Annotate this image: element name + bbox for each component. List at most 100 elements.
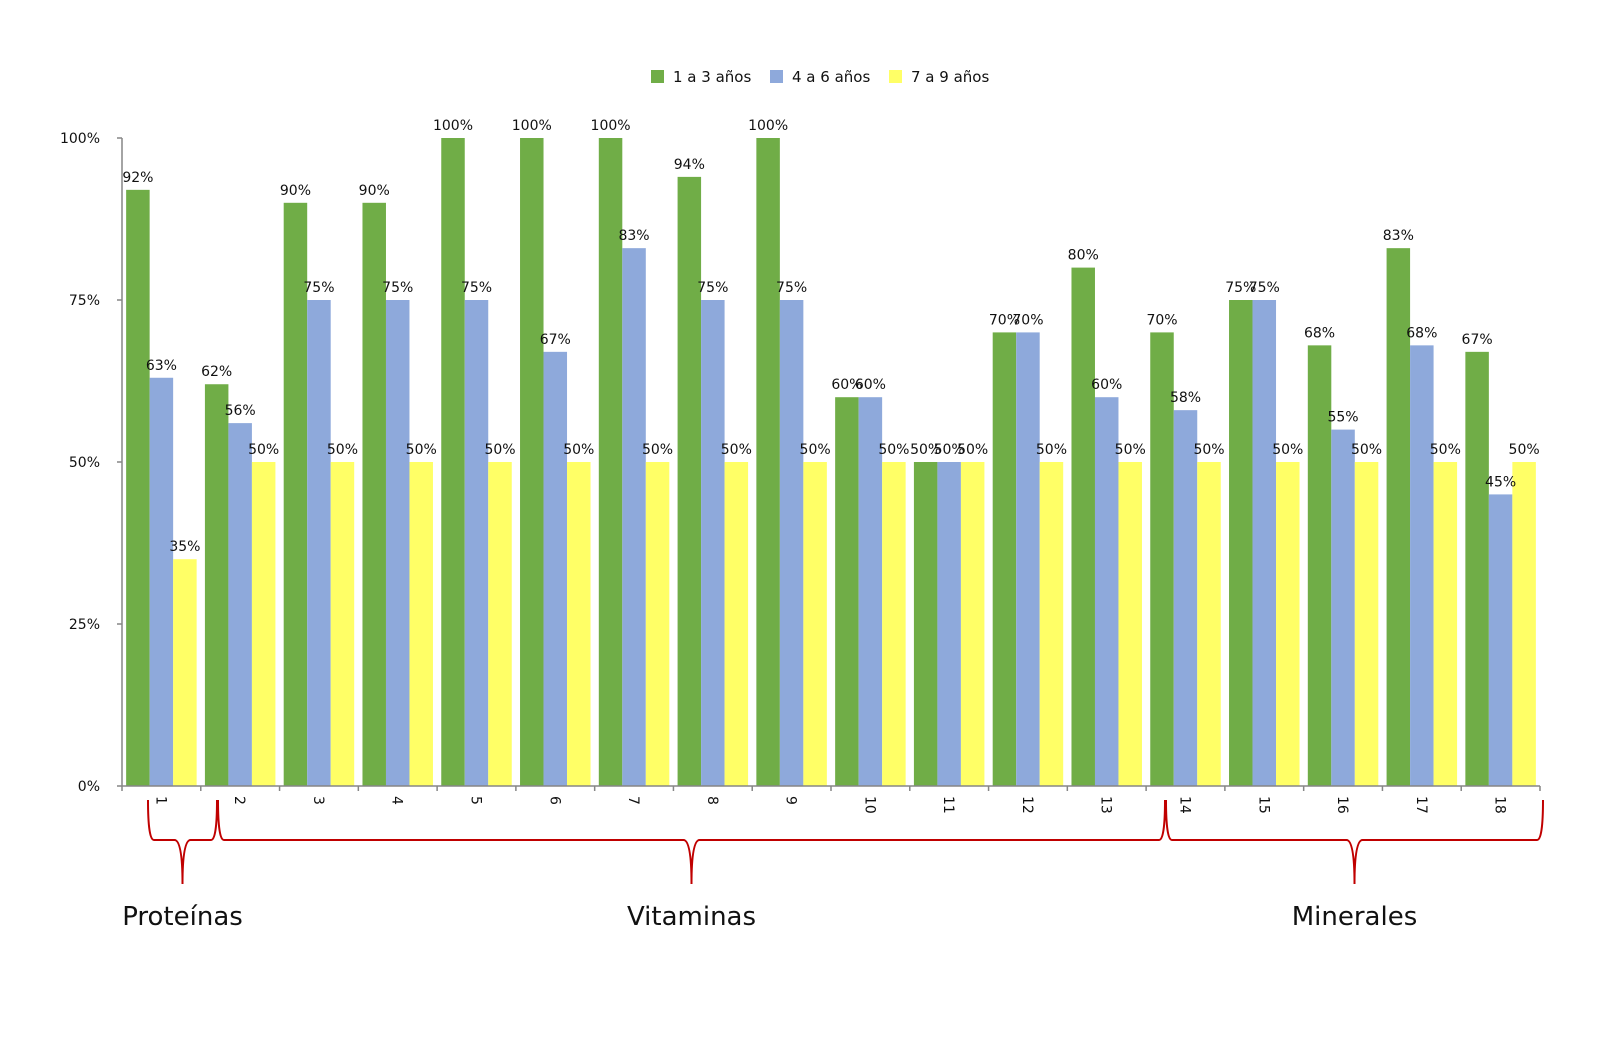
x-axis: 1 2 3 4 5 6 7 8 9 10 11 12 13 14 15 16 17 18 xyxy=(121,785,1541,814)
data-label: 100% xyxy=(512,118,552,134)
data-label: 75% xyxy=(697,280,728,296)
y-tick-label: 75% xyxy=(69,293,100,309)
bar-3-cat-16 xyxy=(1354,462,1379,786)
data-label: 50% xyxy=(1272,442,1303,458)
bar-2-cat-5 xyxy=(464,300,489,786)
data-label: 55% xyxy=(1327,410,1358,426)
bar-1-cat-17 xyxy=(1386,248,1411,786)
legend-label-3: 7 a 9 años xyxy=(911,68,989,86)
x-tick-label: 17 xyxy=(1413,796,1429,814)
data-label: 83% xyxy=(1383,228,1414,244)
data-label: 62% xyxy=(201,364,232,380)
data-label: 50% xyxy=(800,442,831,458)
x-tick-label: 3 xyxy=(310,796,326,805)
data-label: 68% xyxy=(1304,325,1335,341)
data-label: 60% xyxy=(831,377,862,393)
bar-2-cat-2 xyxy=(228,423,252,786)
bar-1-cat-4 xyxy=(362,202,386,787)
bar-1-cat-12 xyxy=(992,332,1017,786)
data-label: 83% xyxy=(618,228,649,244)
x-tick-label: 12 xyxy=(1019,796,1035,814)
x-tick-label: 7 xyxy=(625,796,641,805)
bar-3-cat-5 xyxy=(488,462,512,786)
bar-3-cat-4 xyxy=(409,462,433,786)
legend-swatch-1 xyxy=(651,70,664,83)
bar-1-cat-3 xyxy=(283,202,308,787)
data-label: 50% xyxy=(327,442,358,458)
bar-2-cat-8 xyxy=(701,300,725,786)
data-label: 100% xyxy=(748,118,788,134)
data-label: 50% xyxy=(1509,442,1540,458)
y-tick-label: 0% xyxy=(78,779,100,795)
bar-1-cat-9 xyxy=(756,138,780,786)
data-label: 80% xyxy=(1068,248,1099,264)
data-label: 50% xyxy=(910,442,941,458)
y-axis: 0% 25% 50% 75% 100% xyxy=(60,131,123,795)
data-label: 50% xyxy=(878,442,909,458)
y-tick-label: 100% xyxy=(60,131,100,147)
data-label: 58% xyxy=(1170,390,1201,406)
legend-swatch-3 xyxy=(889,70,902,83)
x-tick-label: 18 xyxy=(1492,796,1508,814)
data-label: 50% xyxy=(563,442,594,458)
x-tick-label: 13 xyxy=(1098,796,1114,814)
data-label: 75% xyxy=(382,280,413,296)
legend-label-2: 4 a 6 años xyxy=(792,68,870,86)
bars xyxy=(126,138,1536,787)
data-label: 70% xyxy=(1012,312,1043,328)
legend: 1 a 3 años 4 a 6 años 7 a 9 años xyxy=(651,68,989,86)
bar-1-cat-14 xyxy=(1150,332,1174,786)
bar-3-cat-10 xyxy=(882,462,906,786)
data-label: 75% xyxy=(303,280,334,296)
bar-1-cat-11 xyxy=(913,462,938,786)
x-tick-label: 9 xyxy=(783,796,799,805)
data-label: 56% xyxy=(225,403,256,419)
data-label: 90% xyxy=(359,183,390,199)
group-label-3: Minerales xyxy=(1292,902,1418,932)
bar-1-cat-8 xyxy=(677,176,702,786)
bar-2-cat-13 xyxy=(1094,397,1119,786)
x-tick-label: 4 xyxy=(389,796,405,805)
data-label: 60% xyxy=(1091,377,1122,393)
x-tick-label: 5 xyxy=(468,796,484,805)
data-label: 75% xyxy=(1225,280,1256,296)
x-tick-label: 10 xyxy=(861,796,877,814)
bar-2-cat-11 xyxy=(937,462,961,786)
data-label: 35% xyxy=(169,539,200,555)
legend-swatch-2 xyxy=(770,70,783,83)
data-label: 50% xyxy=(406,442,437,458)
x-tick-label: 2 xyxy=(231,796,247,805)
data-labels: 92% 63% 35% 62% 56% 50% 90% 75% 50% 90% 75% 50% 100%… xyxy=(122,118,1539,555)
bar-3-cat-11 xyxy=(960,462,985,786)
bar-2-cat-15 xyxy=(1252,300,1277,786)
x-tick-label: 6 xyxy=(546,796,562,805)
bar-2-cat-12 xyxy=(1016,332,1040,786)
brace-minerales xyxy=(1165,799,1544,885)
data-label: 75% xyxy=(776,280,807,296)
bar-3-cat-15 xyxy=(1276,462,1300,786)
bar-3-cat-8 xyxy=(724,462,749,786)
bar-3-cat-12 xyxy=(1039,462,1064,786)
bar-1-cat-7 xyxy=(598,138,623,786)
bar-1-cat-5 xyxy=(441,138,465,786)
bar-1-cat-1 xyxy=(126,189,150,787)
bar-3-cat-18 xyxy=(1512,462,1536,786)
group-label-2: Vitaminas xyxy=(627,902,756,932)
data-label: 50% xyxy=(934,442,965,458)
group-brackets: Proteínas Vitaminas Minerales xyxy=(122,799,1544,932)
bar-2-cat-14 xyxy=(1173,410,1198,786)
data-label: 68% xyxy=(1406,325,1437,341)
data-label: 75% xyxy=(1249,280,1280,296)
bar-3-cat-3 xyxy=(330,462,355,786)
data-label: 50% xyxy=(1430,442,1461,458)
data-label: 70% xyxy=(989,312,1020,328)
bar-3-cat-13 xyxy=(1118,462,1142,786)
bar-3-cat-17 xyxy=(1433,462,1458,786)
data-label: 50% xyxy=(1115,442,1146,458)
x-tick-label: 8 xyxy=(704,796,720,805)
data-label: 75% xyxy=(461,280,492,296)
x-tick-label: 1 xyxy=(152,796,168,805)
bar-2-cat-6 xyxy=(543,351,568,786)
data-label: 50% xyxy=(957,442,988,458)
brace-vitaminas xyxy=(217,799,1166,885)
